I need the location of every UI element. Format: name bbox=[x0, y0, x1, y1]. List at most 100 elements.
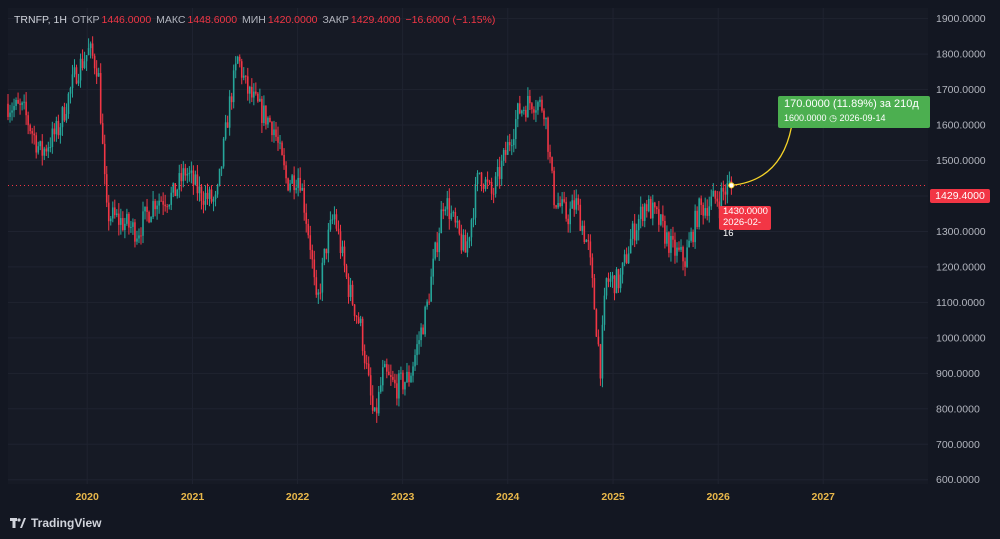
candle-body bbox=[363, 350, 366, 364]
x-tick-label: 2026 bbox=[706, 491, 730, 503]
candle-body bbox=[109, 218, 112, 222]
candle-body bbox=[37, 146, 40, 153]
candle-body bbox=[478, 172, 481, 174]
candle-body bbox=[170, 192, 173, 205]
y-tick-label: 1300.0000 bbox=[936, 226, 986, 238]
candle-body bbox=[621, 262, 624, 275]
candle-body bbox=[619, 274, 622, 289]
candle-body bbox=[613, 275, 616, 294]
candle-body bbox=[271, 121, 273, 136]
candle-body bbox=[722, 187, 725, 192]
candle-body bbox=[259, 98, 261, 102]
candle-body bbox=[41, 141, 44, 156]
candle-body bbox=[277, 136, 279, 143]
candle-body bbox=[118, 213, 120, 225]
candle-body bbox=[85, 55, 88, 62]
candle-body bbox=[140, 235, 142, 237]
candle-body bbox=[69, 88, 72, 94]
candle-body bbox=[390, 375, 392, 377]
y-tick-label: 1800.0000 bbox=[936, 49, 986, 61]
candle-body bbox=[138, 235, 140, 239]
candle-body bbox=[21, 102, 23, 105]
candle-body bbox=[629, 238, 632, 254]
candle-body bbox=[103, 143, 106, 175]
candle-body bbox=[585, 240, 588, 243]
candle-body bbox=[33, 133, 35, 136]
candle-body bbox=[394, 379, 396, 384]
legend-low-label: МИН bbox=[242, 14, 266, 26]
candle-body bbox=[442, 209, 445, 212]
candle-body bbox=[462, 234, 465, 251]
candle-body bbox=[321, 262, 324, 293]
candle-body bbox=[202, 200, 205, 205]
candle-body bbox=[654, 202, 656, 208]
candle-body bbox=[303, 187, 306, 213]
candle-body bbox=[160, 200, 162, 202]
candle-body bbox=[607, 278, 610, 282]
candle-body bbox=[498, 167, 501, 179]
candle-body bbox=[454, 212, 457, 223]
candle-body bbox=[492, 193, 495, 195]
candle-body bbox=[474, 184, 477, 218]
candle-body bbox=[637, 218, 640, 231]
candle-body bbox=[200, 186, 203, 201]
candle-body bbox=[416, 344, 418, 356]
candle-body bbox=[635, 230, 638, 241]
candle-body bbox=[379, 385, 382, 392]
time-axis[interactable]: 2020 2021 2022 2023 2024 2025 2026 2027 bbox=[75, 491, 835, 503]
candle-body bbox=[631, 223, 634, 239]
candle-body bbox=[309, 235, 312, 250]
candle-body bbox=[39, 141, 42, 147]
candle-body bbox=[226, 122, 229, 128]
candle-body bbox=[611, 275, 614, 279]
candle-body bbox=[369, 375, 372, 396]
candle-body bbox=[47, 147, 50, 152]
candle-body bbox=[593, 278, 596, 310]
candle-body bbox=[228, 96, 231, 128]
candle-body bbox=[662, 214, 664, 221]
candle-body bbox=[418, 340, 420, 345]
candles bbox=[7, 36, 733, 423]
candle-body bbox=[567, 218, 569, 225]
candle-body bbox=[428, 301, 430, 303]
target-label[interactable]: 170.0000 (11.89%) за 210д 1600.0000 ◷ 20… bbox=[778, 96, 930, 128]
candle-body bbox=[337, 228, 340, 232]
candle-body bbox=[57, 120, 60, 136]
candle-body bbox=[676, 247, 678, 256]
candle-body bbox=[573, 200, 576, 210]
y-tick-label: 1500.0000 bbox=[936, 155, 986, 167]
candle-body bbox=[726, 182, 729, 195]
candle-body bbox=[35, 135, 38, 153]
candle-body bbox=[25, 101, 27, 116]
candle-body bbox=[120, 218, 122, 225]
candle-body bbox=[531, 103, 533, 110]
candle-body bbox=[381, 367, 384, 386]
candle-body bbox=[494, 176, 497, 194]
candle-body bbox=[728, 180, 731, 183]
candle-body bbox=[641, 206, 644, 222]
candle-body bbox=[214, 194, 217, 200]
brand-name: TradingView bbox=[31, 516, 102, 530]
y-tick-label: 600.0000 bbox=[936, 474, 980, 486]
candle-body bbox=[49, 147, 52, 149]
candle-body bbox=[313, 259, 316, 278]
candle-body bbox=[384, 364, 386, 368]
candle-body bbox=[305, 212, 308, 224]
candle-body bbox=[716, 198, 719, 202]
candle-body bbox=[446, 198, 449, 210]
clock-icon: ◷ bbox=[829, 113, 837, 123]
candle-body bbox=[452, 212, 455, 214]
legend-symbol[interactable]: TRNFP, 1Н bbox=[14, 14, 67, 26]
candle-body bbox=[230, 96, 233, 103]
tradingview-logo[interactable]: TradingView bbox=[10, 516, 101, 530]
candle-body bbox=[297, 177, 299, 188]
candle-body bbox=[674, 239, 676, 256]
candle-body bbox=[664, 220, 666, 244]
candle-body bbox=[116, 213, 118, 216]
candle-body bbox=[126, 213, 128, 224]
candle-body bbox=[220, 166, 223, 169]
price-axis[interactable]: 600.0000 700.0000 800.0000 900.0000 1000.000… bbox=[936, 13, 986, 486]
candle-body bbox=[601, 324, 604, 379]
candle-body bbox=[210, 189, 213, 202]
